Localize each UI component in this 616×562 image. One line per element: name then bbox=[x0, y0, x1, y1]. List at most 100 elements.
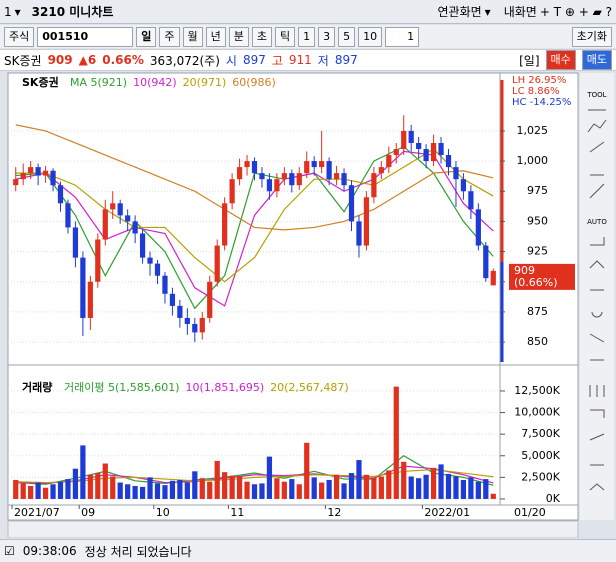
volume-bar bbox=[28, 485, 34, 499]
tool-icons bbox=[587, 109, 607, 491]
candle-body bbox=[207, 281, 213, 318]
candle-body bbox=[222, 203, 228, 246]
candle-body bbox=[162, 275, 168, 294]
volume-bar bbox=[371, 477, 377, 499]
low-label: 저 bbox=[317, 53, 329, 68]
period-button[interactable]: 년 bbox=[205, 26, 226, 47]
candle-body bbox=[214, 245, 220, 282]
candle-body bbox=[371, 173, 377, 198]
y-tick-label: 975 bbox=[527, 184, 548, 197]
buy-button[interactable]: 매수 bbox=[545, 50, 576, 70]
period-button[interactable]: 주 bbox=[159, 26, 180, 47]
menu-item[interactable]: 연관화면 bbox=[437, 5, 482, 19]
interval-button[interactable]: 10 bbox=[358, 26, 383, 47]
period-button[interactable]: 틱 bbox=[275, 26, 296, 47]
volume-bar bbox=[274, 478, 280, 499]
period-button[interactable]: 분 bbox=[228, 26, 249, 47]
market-select[interactable]: 주식 bbox=[4, 26, 35, 47]
candle-body bbox=[110, 203, 116, 210]
ma-line bbox=[15, 124, 494, 231]
y-tick-label: 0K bbox=[546, 492, 561, 505]
candle-body bbox=[95, 239, 101, 282]
y-tick-label: 2,500K bbox=[521, 470, 560, 483]
volume-bar bbox=[125, 484, 131, 499]
pane-title: 거래량 bbox=[22, 380, 52, 394]
candle-body bbox=[259, 173, 265, 180]
volume-bar bbox=[147, 477, 153, 499]
high-label: 고 bbox=[271, 53, 283, 68]
volume-bar bbox=[162, 485, 168, 499]
count-input[interactable]: 1 bbox=[385, 26, 420, 47]
pane-title: SK증권 bbox=[22, 76, 59, 89]
period-button[interactable]: 월 bbox=[182, 26, 203, 47]
y-tick-label: 1,000 bbox=[517, 154, 549, 167]
reset-button[interactable]: 초기화 bbox=[571, 26, 612, 47]
candle-body bbox=[348, 185, 355, 222]
period-button[interactable]: 일 bbox=[136, 26, 157, 47]
volume-bar bbox=[117, 482, 123, 499]
code-input[interactable]: 001510 bbox=[37, 26, 134, 47]
volume-bar bbox=[259, 483, 265, 499]
volume-bar bbox=[177, 479, 183, 499]
interval-button[interactable]: 1 bbox=[298, 26, 316, 47]
y-tick-label: 1,025 bbox=[517, 124, 549, 137]
volume-bar bbox=[438, 464, 444, 499]
low: 897 bbox=[334, 53, 358, 67]
candle-body bbox=[468, 191, 474, 210]
volume-bar bbox=[102, 463, 108, 499]
legend-entry: MA 5(921) bbox=[70, 76, 127, 89]
chart: TOOL AUTO 8508759009259509751,0001,025SK… bbox=[7, 72, 614, 538]
volume-bar bbox=[483, 479, 489, 499]
candle-body bbox=[184, 317, 190, 324]
candle-body bbox=[28, 167, 34, 174]
candle-body bbox=[363, 197, 370, 246]
candle-body bbox=[20, 173, 26, 180]
interval-button[interactable]: 5 bbox=[338, 26, 356, 47]
candle-body bbox=[87, 281, 93, 318]
candle-body bbox=[125, 215, 131, 222]
volume-bar bbox=[319, 482, 325, 499]
candle-body bbox=[102, 209, 108, 240]
menu-item[interactable]: 내화면 bbox=[503, 5, 537, 19]
sell-button[interactable]: 매도 bbox=[581, 50, 612, 70]
candle-body bbox=[139, 233, 146, 258]
plot-bg bbox=[7, 72, 579, 521]
status-message: 정상 처리 되었습니다 bbox=[84, 544, 192, 559]
candle-body bbox=[408, 130, 414, 143]
high: 911 bbox=[288, 53, 312, 67]
candle-body bbox=[319, 161, 325, 168]
candle-body bbox=[236, 167, 243, 180]
period-button[interactable]: 초 bbox=[251, 26, 272, 47]
volume-bar bbox=[311, 477, 317, 499]
y-tick-label: 850 bbox=[527, 335, 548, 348]
volume-bar bbox=[333, 474, 340, 499]
volume: 363,072(주) bbox=[149, 53, 220, 68]
volume-bar bbox=[35, 482, 41, 499]
y-tick-label: 950 bbox=[527, 214, 548, 227]
volume-bar bbox=[341, 483, 347, 499]
candle-body bbox=[311, 161, 317, 168]
volume-bar bbox=[408, 476, 414, 499]
scrollbar[interactable] bbox=[7, 520, 579, 538]
candle-body bbox=[132, 221, 138, 234]
volume-bar bbox=[87, 474, 93, 499]
window-number[interactable]: 1 bbox=[4, 4, 12, 19]
volume-bar bbox=[453, 476, 459, 499]
volume-bar bbox=[20, 483, 26, 499]
candle-body bbox=[401, 130, 407, 150]
volume-bar bbox=[132, 485, 138, 499]
candle-body bbox=[475, 209, 481, 246]
volume-bar bbox=[363, 474, 370, 499]
ma-line bbox=[15, 150, 494, 307]
candle-body bbox=[333, 173, 340, 180]
volume-bar bbox=[65, 479, 71, 499]
legend-entry: 10(942) bbox=[133, 76, 177, 89]
volume-bar bbox=[13, 479, 19, 499]
volume-bar bbox=[416, 478, 422, 499]
x-tick-label: 11 bbox=[230, 506, 244, 519]
stat-label: HC -14.25% bbox=[512, 97, 571, 108]
volume-bar bbox=[296, 484, 302, 499]
tool-label: AUTO bbox=[587, 218, 607, 226]
interval-button[interactable]: 3 bbox=[318, 26, 336, 47]
